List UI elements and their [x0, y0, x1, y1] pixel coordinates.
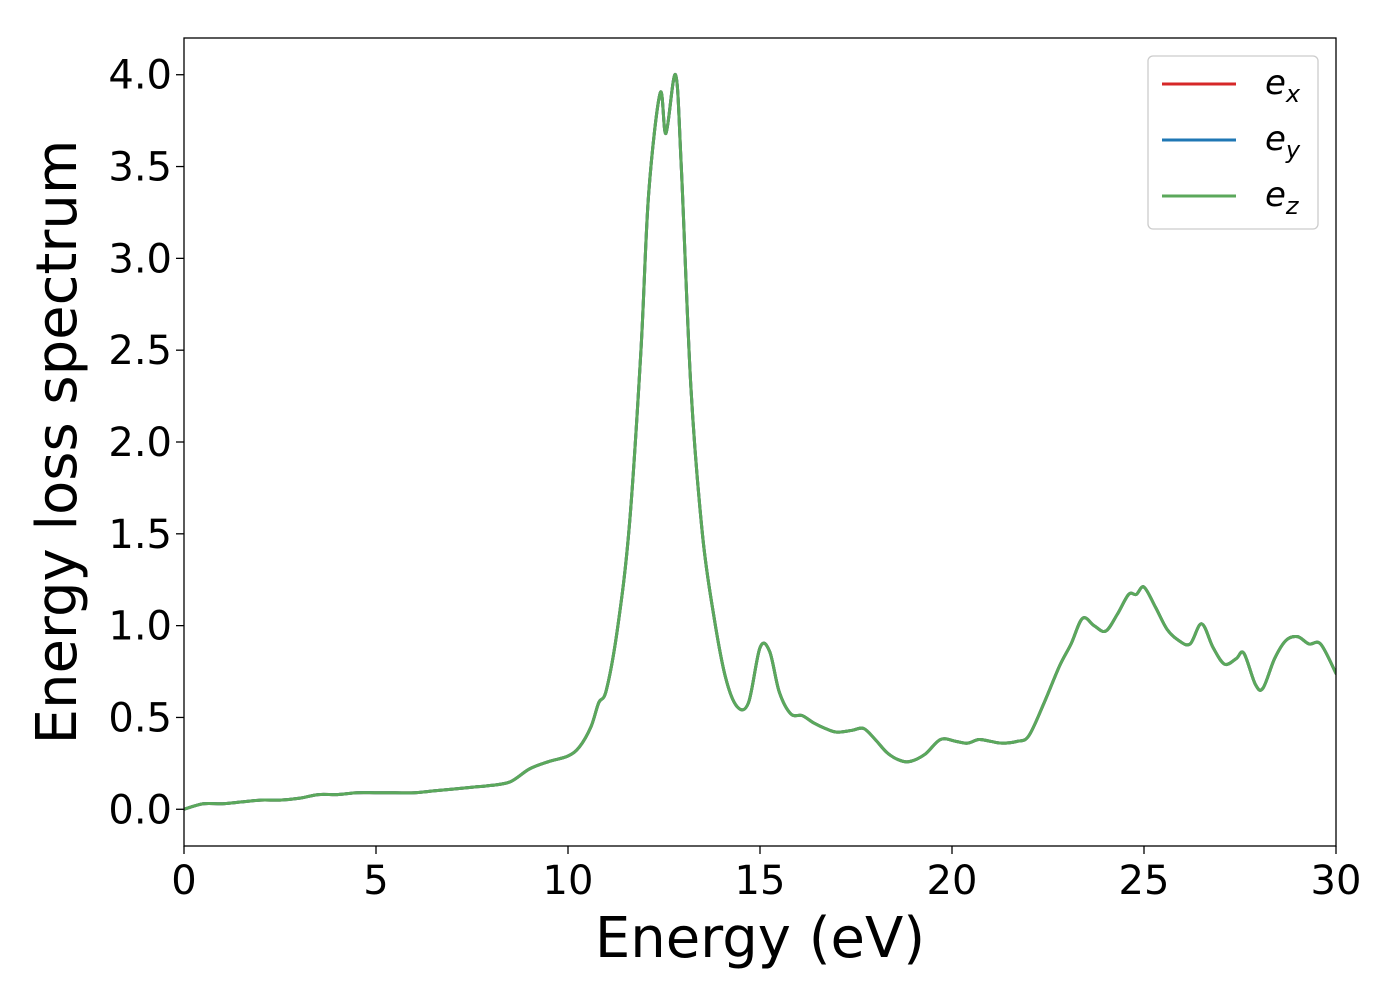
- y-tick-label: 2.5: [108, 328, 172, 374]
- legend-label-e-y: ey: [1265, 119, 1301, 164]
- y-tick-label: 0.0: [108, 787, 172, 833]
- y-tick-label: 3.0: [108, 236, 172, 282]
- x-tick-label: 0: [171, 858, 196, 904]
- y-tick-label: 0.5: [108, 695, 172, 741]
- legend: ex ey ez: [1147, 55, 1319, 230]
- x-tick-label: 30: [1311, 858, 1362, 904]
- x-tick-label: 5: [363, 858, 388, 904]
- y-axis-ticks: 0.0 0.5 1.0 1.5 2.0 2.5 3.0 3.5 4.0: [108, 53, 184, 833]
- legend-box: [1147, 55, 1319, 230]
- y-tick-label: 4.0: [108, 53, 172, 99]
- legend-label-e-z: ez: [1265, 175, 1300, 220]
- series-line-e-z: [184, 73, 1336, 811]
- x-axis-ticks: 0 5 10 15 20 25 30: [171, 846, 1361, 904]
- x-axis-label: Energy (eV): [595, 906, 925, 971]
- y-tick-label: 3.5: [108, 145, 172, 191]
- series-lines: [184, 73, 1336, 811]
- x-tick-label: 10: [543, 858, 594, 904]
- x-tick-label: 20: [927, 858, 978, 904]
- y-tick-label: 1.5: [108, 512, 172, 558]
- y-tick-label: 2.0: [108, 420, 172, 466]
- y-tick-label: 1.0: [108, 604, 172, 650]
- legend-label-e-x: ex: [1265, 63, 1301, 108]
- y-axis-label: Energy loss spectrum: [25, 140, 90, 745]
- x-tick-label: 15: [735, 858, 786, 904]
- x-tick-label: 25: [1119, 858, 1170, 904]
